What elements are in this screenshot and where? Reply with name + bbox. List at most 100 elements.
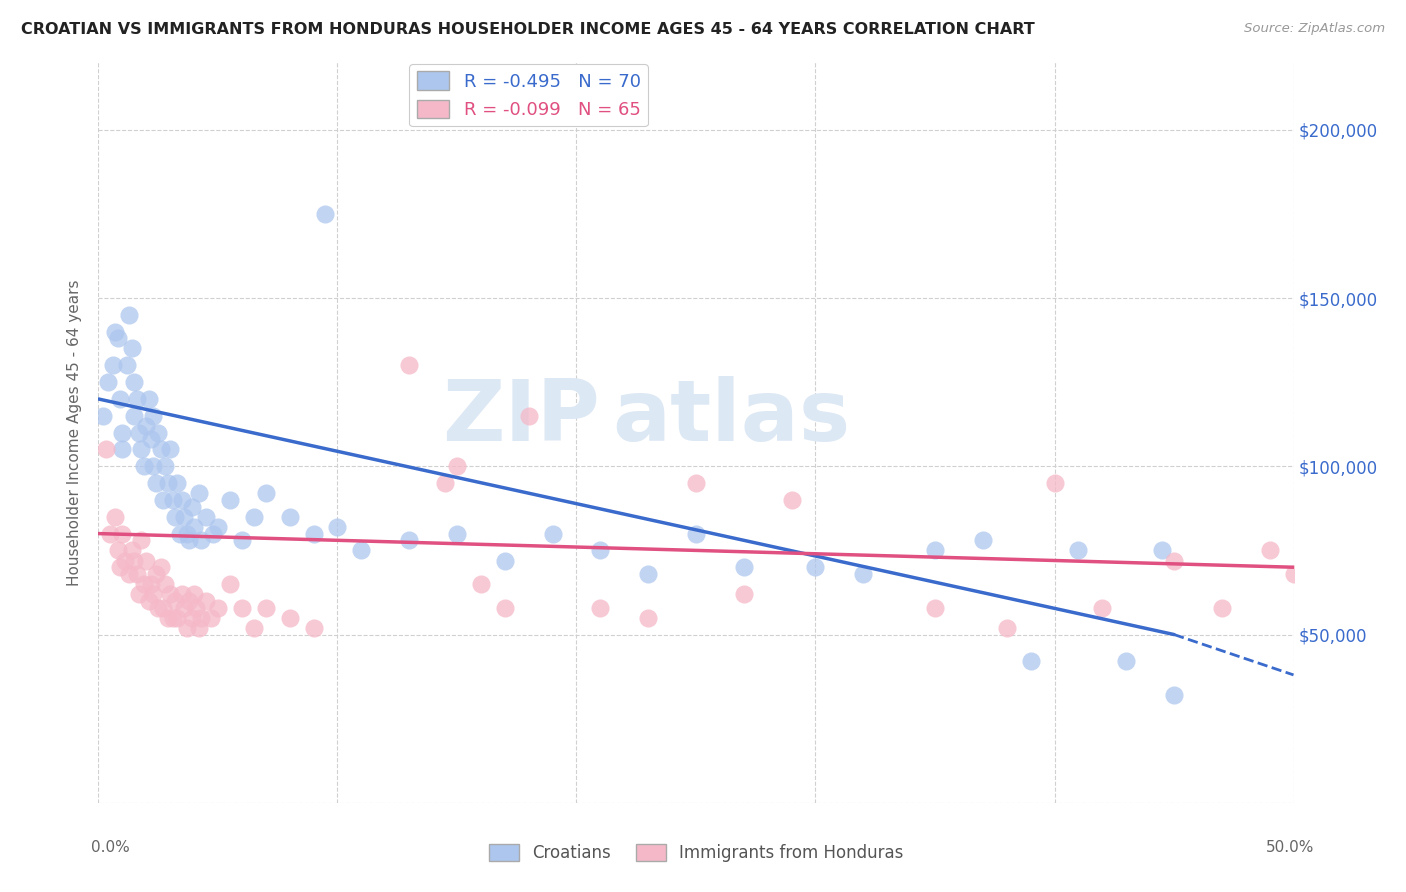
Point <box>733 587 755 601</box>
Point <box>124 553 146 567</box>
Point <box>434 476 457 491</box>
Point <box>852 566 875 581</box>
Point <box>183 520 205 534</box>
Point <box>187 486 209 500</box>
Point <box>231 533 253 548</box>
Point <box>169 526 191 541</box>
Point <box>166 610 188 624</box>
Point <box>108 560 131 574</box>
Point <box>446 526 468 541</box>
Point <box>494 600 516 615</box>
Point <box>1258 543 1281 558</box>
Text: CROATIAN VS IMMIGRANTS FROM HONDURAS HOUSEHOLDER INCOME AGES 45 - 64 YEARS CORRE: CROATIAN VS IMMIGRANTS FROM HONDURAS HOU… <box>21 22 1035 37</box>
Point <box>132 459 155 474</box>
Point <box>107 331 129 345</box>
Point <box>125 392 148 406</box>
Point <box>111 442 134 457</box>
Legend: Croatians, Immigrants from Honduras: Croatians, Immigrants from Honduras <box>482 837 910 869</box>
Point <box>326 520 349 534</box>
Point <box>278 509 301 524</box>
Point <box>118 308 141 322</box>
Point <box>149 442 172 457</box>
Point <box>179 594 201 608</box>
Text: 50.0%: 50.0% <box>1267 840 1315 855</box>
Point <box>121 543 143 558</box>
Point <box>202 526 225 541</box>
Point <box>924 600 946 615</box>
Point <box>733 560 755 574</box>
Point <box>156 476 179 491</box>
Point <box>200 610 222 624</box>
Point <box>139 577 162 591</box>
Point <box>135 553 157 567</box>
Text: 0.0%: 0.0% <box>91 840 131 855</box>
Point <box>135 418 157 433</box>
Point <box>101 359 124 373</box>
Point <box>470 577 492 591</box>
Point <box>243 621 266 635</box>
Point <box>350 543 373 558</box>
Point <box>128 587 150 601</box>
Point <box>1067 543 1090 558</box>
Point <box>541 526 564 541</box>
Point <box>98 526 122 541</box>
Point <box>804 560 827 574</box>
Point <box>1115 655 1137 669</box>
Point <box>114 553 136 567</box>
Point <box>115 359 138 373</box>
Point <box>685 476 707 491</box>
Point <box>446 459 468 474</box>
Point <box>176 621 198 635</box>
Point <box>107 543 129 558</box>
Point <box>180 610 202 624</box>
Point <box>104 509 127 524</box>
Point <box>149 560 172 574</box>
Point <box>118 566 141 581</box>
Point <box>207 600 229 615</box>
Point <box>186 600 208 615</box>
Point <box>155 577 177 591</box>
Point <box>97 375 120 389</box>
Point <box>131 533 153 548</box>
Point <box>94 442 117 457</box>
Point <box>517 409 540 423</box>
Text: atlas: atlas <box>613 376 851 459</box>
Point <box>1163 688 1185 702</box>
Point <box>172 587 194 601</box>
Point <box>589 543 612 558</box>
Text: Source: ZipAtlas.com: Source: ZipAtlas.com <box>1244 22 1385 36</box>
Point <box>132 577 155 591</box>
Point <box>254 486 277 500</box>
Point <box>302 526 325 541</box>
Point <box>156 610 179 624</box>
Point <box>104 325 127 339</box>
Point <box>398 359 420 373</box>
Point <box>1152 543 1174 558</box>
Point <box>180 500 202 514</box>
Point <box>131 442 153 457</box>
Point <box>219 577 242 591</box>
Point <box>166 476 188 491</box>
Point <box>128 425 150 440</box>
Point <box>243 509 266 524</box>
Point <box>219 492 242 507</box>
Point <box>302 621 325 635</box>
Point <box>111 425 134 440</box>
Point <box>924 543 946 558</box>
Point <box>179 533 201 548</box>
Point <box>124 409 146 423</box>
Point <box>190 610 212 624</box>
Point <box>183 587 205 601</box>
Point <box>111 526 134 541</box>
Point <box>148 600 170 615</box>
Point <box>1043 476 1066 491</box>
Point <box>142 459 165 474</box>
Point <box>315 207 337 221</box>
Point <box>145 476 167 491</box>
Point <box>190 533 212 548</box>
Point <box>494 553 516 567</box>
Point <box>589 600 612 615</box>
Point <box>138 594 160 608</box>
Point <box>162 610 184 624</box>
Point <box>152 600 174 615</box>
